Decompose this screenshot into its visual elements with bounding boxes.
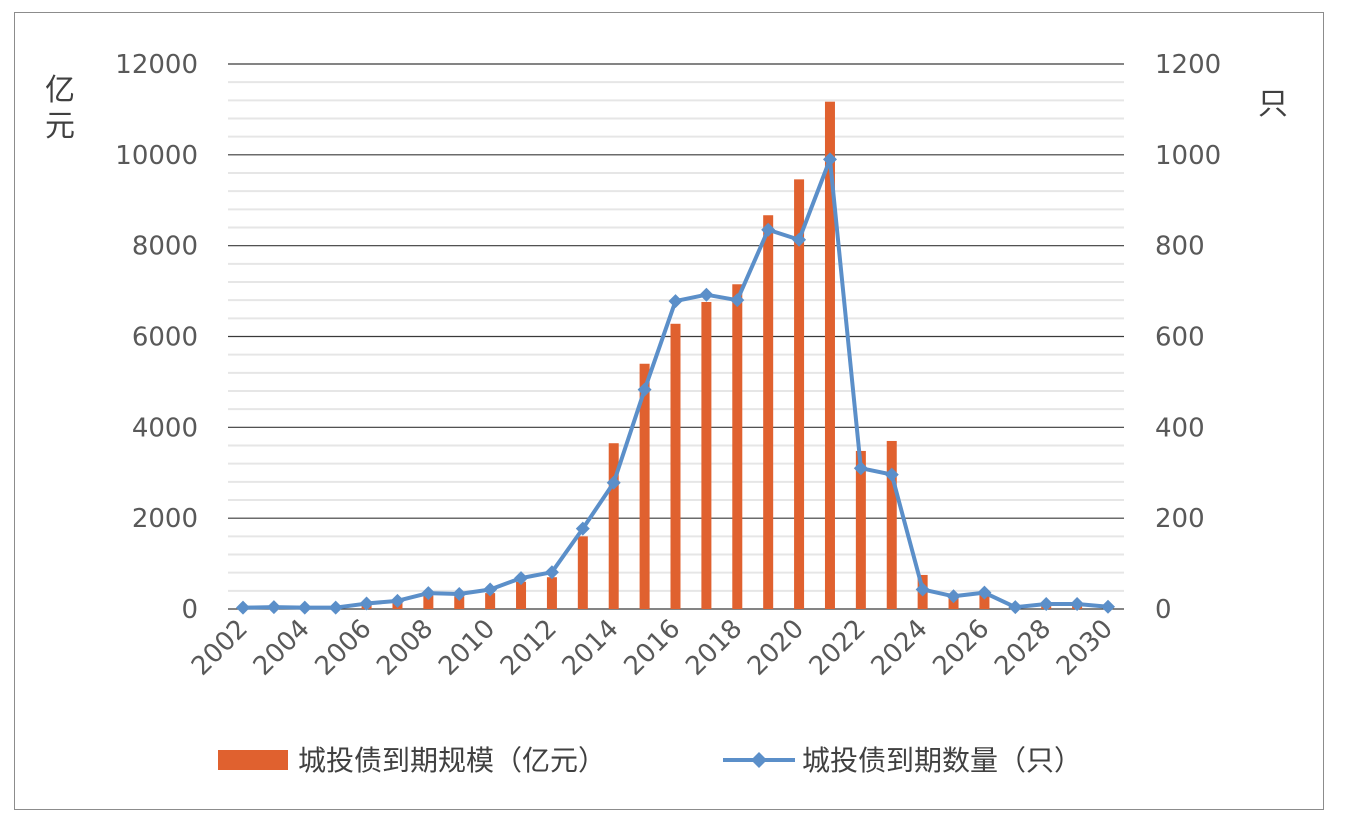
point-2017 <box>699 287 714 302</box>
point-2008 <box>421 586 436 601</box>
point-2020 <box>792 232 807 247</box>
left-tick-label: 12000 <box>115 50 198 80</box>
point-2019 <box>761 222 776 237</box>
bar-2020 <box>794 179 805 609</box>
bar-2019 <box>763 215 774 610</box>
legend-label-bar: 城投债到期规模（亿元） <box>298 744 606 777</box>
line-series <box>236 152 1115 615</box>
point-2003 <box>266 600 281 615</box>
point-2007 <box>390 593 405 608</box>
point-2014 <box>606 475 621 490</box>
x-tick-label: 2016 <box>618 614 686 682</box>
point-2013 <box>575 521 590 536</box>
point-2030 <box>1101 599 1115 614</box>
bar-2014 <box>608 443 619 609</box>
legend-label-line: 城投债到期数量（只） <box>802 744 1082 777</box>
right-tick-label: 200 <box>1155 504 1205 534</box>
point-2016 <box>668 294 683 309</box>
x-axis: 2002200420062008201020122014201620182020… <box>186 614 1119 682</box>
point-2005 <box>328 600 343 615</box>
point-2011 <box>514 571 529 586</box>
point-2021 <box>822 152 837 167</box>
bar-2026 <box>979 593 990 609</box>
right-axis-label: 只 <box>1258 87 1288 122</box>
right-tick-label: 0 <box>1155 595 1172 625</box>
point-2004 <box>297 600 312 615</box>
point-2023 <box>884 467 899 482</box>
x-tick-label: 2022 <box>804 614 872 682</box>
right-axis: 0 200 400 600 800 1000 1200 <box>1155 50 1221 625</box>
x-tick-label: 2004 <box>248 614 316 682</box>
bar-series <box>238 101 1113 610</box>
x-tick-label: 2028 <box>989 614 1057 682</box>
x-tick-label: 2006 <box>310 614 378 682</box>
bar-2010 <box>485 593 496 609</box>
point-2018 <box>730 293 745 308</box>
point-2028 <box>1039 597 1054 612</box>
bar-2022 <box>855 450 866 609</box>
right-tick-label: 800 <box>1155 232 1205 262</box>
x-tick-label: 2026 <box>927 614 995 682</box>
legend: 城投债到期规模（亿元） 城投债到期数量（只） <box>218 744 1082 777</box>
point-2027 <box>1008 600 1023 615</box>
point-2010 <box>483 582 498 597</box>
bar-2017 <box>701 301 712 609</box>
x-tick-label: 2008 <box>371 614 439 682</box>
x-tick-label: 2018 <box>680 614 748 682</box>
x-tick-label: 2024 <box>866 614 934 682</box>
bar-2021 <box>824 101 835 609</box>
bar-2015 <box>639 363 650 609</box>
right-tick-label: 400 <box>1155 413 1205 443</box>
point-2002 <box>236 600 250 615</box>
right-tick-label: 1200 <box>1155 50 1221 80</box>
x-tick-label: 2020 <box>742 614 810 682</box>
bar-2013 <box>577 536 588 609</box>
left-tick-label: 10000 <box>115 141 198 171</box>
bar-2018 <box>732 284 743 609</box>
bar-2012 <box>546 577 557 609</box>
right-tick-label: 1000 <box>1155 141 1221 171</box>
bar-2008 <box>423 595 434 609</box>
point-2026 <box>977 585 992 600</box>
left-tick-label: 8000 <box>132 232 198 262</box>
point-2012 <box>544 565 559 580</box>
legend-swatch-bar <box>218 750 288 770</box>
left-tick-label: 4000 <box>132 413 198 443</box>
point-2025 <box>946 589 961 604</box>
legend-swatch-marker <box>751 752 767 768</box>
point-2029 <box>1070 597 1085 612</box>
left-axis-label: 亿元 <box>45 73 75 144</box>
bar-2011 <box>516 581 527 609</box>
left-axis: 0 2000 4000 6000 8000 10000 12000 <box>115 50 198 625</box>
point-2006 <box>359 596 374 611</box>
bar-2016 <box>670 323 681 609</box>
x-tick-label: 2014 <box>557 614 625 682</box>
point-2024 <box>915 582 930 597</box>
left-tick-label: 2000 <box>132 504 198 534</box>
chart-frame <box>14 12 1324 810</box>
x-tick-label: 2012 <box>495 614 563 682</box>
bar-2023 <box>886 440 897 609</box>
left-tick-label: 0 <box>181 595 198 625</box>
point-2022 <box>853 461 868 476</box>
bar-2025 <box>948 597 959 609</box>
point-2009 <box>452 587 467 602</box>
x-tick-label: 2030 <box>1051 614 1119 682</box>
point-2015 <box>637 382 652 397</box>
left-tick-label: 6000 <box>132 323 198 353</box>
right-tick-label: 600 <box>1155 323 1205 353</box>
bar-2009 <box>454 596 465 609</box>
x-tick-label: 2010 <box>433 614 501 682</box>
